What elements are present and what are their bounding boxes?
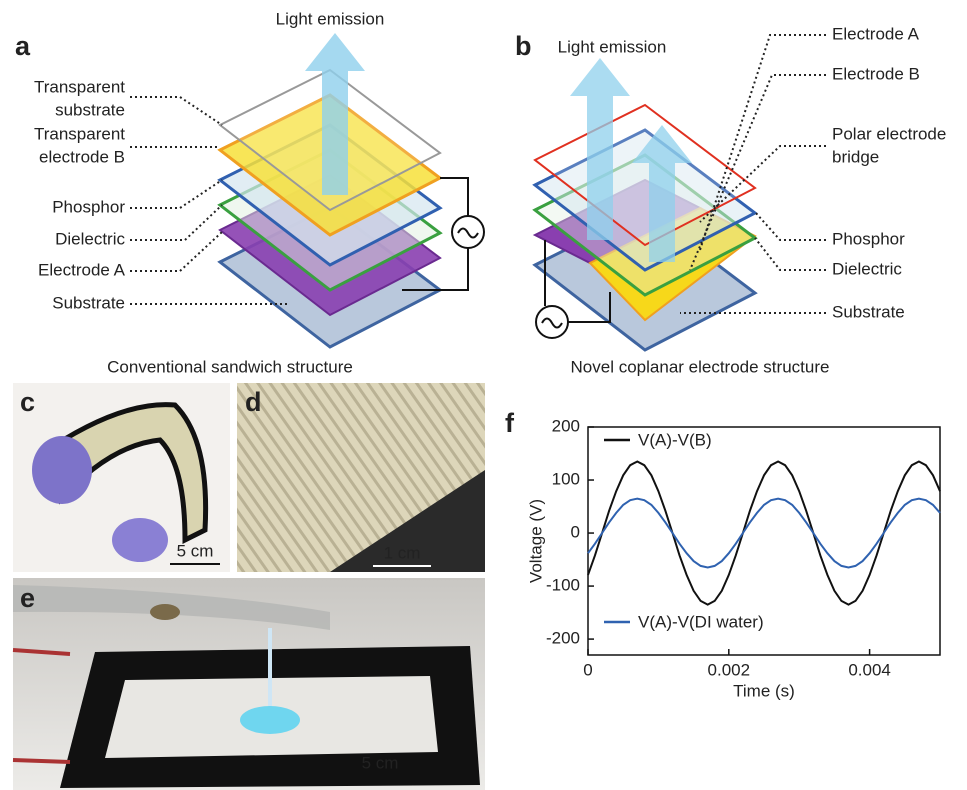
emission-label: Light emission — [276, 9, 385, 28]
leader-line — [130, 205, 222, 240]
caption: Novel coplanar electrode structure — [571, 357, 830, 376]
panel-label: c — [20, 387, 35, 417]
scale-label: 1 cm — [384, 543, 421, 562]
layer-label: Polar electrode — [832, 124, 946, 143]
layer-label: Electrode B — [832, 64, 920, 83]
layer-label: Substrate — [52, 293, 125, 312]
x-tick-label: 0.002 — [708, 660, 751, 679]
layer-label: substrate — [55, 100, 125, 119]
layer-label: Electrode A — [832, 24, 920, 43]
leader-line — [755, 212, 826, 240]
legend-label: V(A)-V(DI water) — [638, 612, 764, 631]
leader-line — [755, 238, 826, 270]
leader-line — [130, 97, 222, 125]
series-line — [588, 462, 940, 605]
figure: a Light emission Conventional sandwich str… — [0, 0, 967, 790]
leader-line — [130, 180, 222, 208]
layer-label: Electrode A — [38, 260, 126, 279]
photo-e — [13, 578, 485, 790]
photo-d — [237, 383, 485, 572]
legend-label: V(A)-V(B) — [638, 430, 712, 449]
layer-label: Transparent — [34, 77, 125, 96]
layer-label: Dielectric — [832, 259, 902, 278]
layer-label: bridge — [832, 147, 879, 166]
panel-label: e — [20, 583, 35, 613]
leader-line — [130, 232, 222, 271]
y-tick-label: -200 — [546, 629, 580, 648]
scale-label: 5 cm — [362, 753, 399, 772]
layer-label: electrode B — [39, 147, 125, 166]
scale-label: 5 cm — [177, 541, 214, 560]
x-tick-label: 0.004 — [848, 660, 891, 679]
panel-label: b — [515, 31, 532, 61]
y-tick-label: 100 — [552, 470, 580, 489]
y-axis-label: Voltage (V) — [526, 499, 545, 583]
panel-label: f — [505, 408, 515, 438]
emission-label: Light emission — [558, 37, 667, 56]
layer-label: Transparent — [34, 124, 125, 143]
y-tick-label: 200 — [552, 416, 580, 435]
panel-label: a — [15, 31, 31, 61]
series-line — [588, 499, 940, 568]
y-tick-label: -100 — [546, 576, 580, 595]
x-axis-label: Time (s) — [733, 681, 795, 700]
x-tick-label: 0 — [583, 660, 592, 679]
layer-label: Phosphor — [832, 229, 905, 248]
layer-label: Substrate — [832, 302, 905, 321]
layer-label: Dielectric — [55, 229, 125, 248]
layer-label: Phosphor — [52, 197, 125, 216]
y-tick-label: 0 — [571, 523, 580, 542]
panel-label: d — [245, 387, 262, 417]
caption: Conventional sandwich structure — [107, 357, 353, 376]
